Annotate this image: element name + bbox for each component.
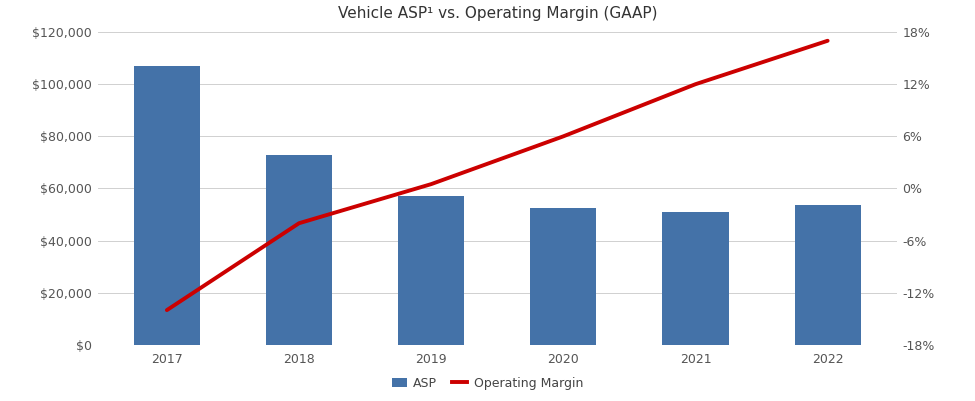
Title: Vehicle ASP¹ vs. Operating Margin (GAAP): Vehicle ASP¹ vs. Operating Margin (GAAP) — [337, 6, 657, 21]
Operating Margin — [293, 221, 305, 226]
Bar — [398, 196, 464, 345]
Bar — [134, 66, 200, 345]
Operating Margin — [161, 308, 173, 312]
Bar — [266, 154, 332, 345]
Line: Operating Margin: Operating Margin — [167, 41, 828, 310]
Legend: ASP, Operating Margin: ASP, Operating Margin — [387, 372, 588, 395]
Bar — [795, 205, 861, 345]
Operating Margin — [558, 134, 569, 139]
Operating Margin — [822, 38, 834, 43]
Bar — [530, 208, 597, 345]
Bar — [662, 212, 728, 345]
Operating Margin — [425, 182, 437, 186]
Operating Margin — [689, 82, 701, 87]
